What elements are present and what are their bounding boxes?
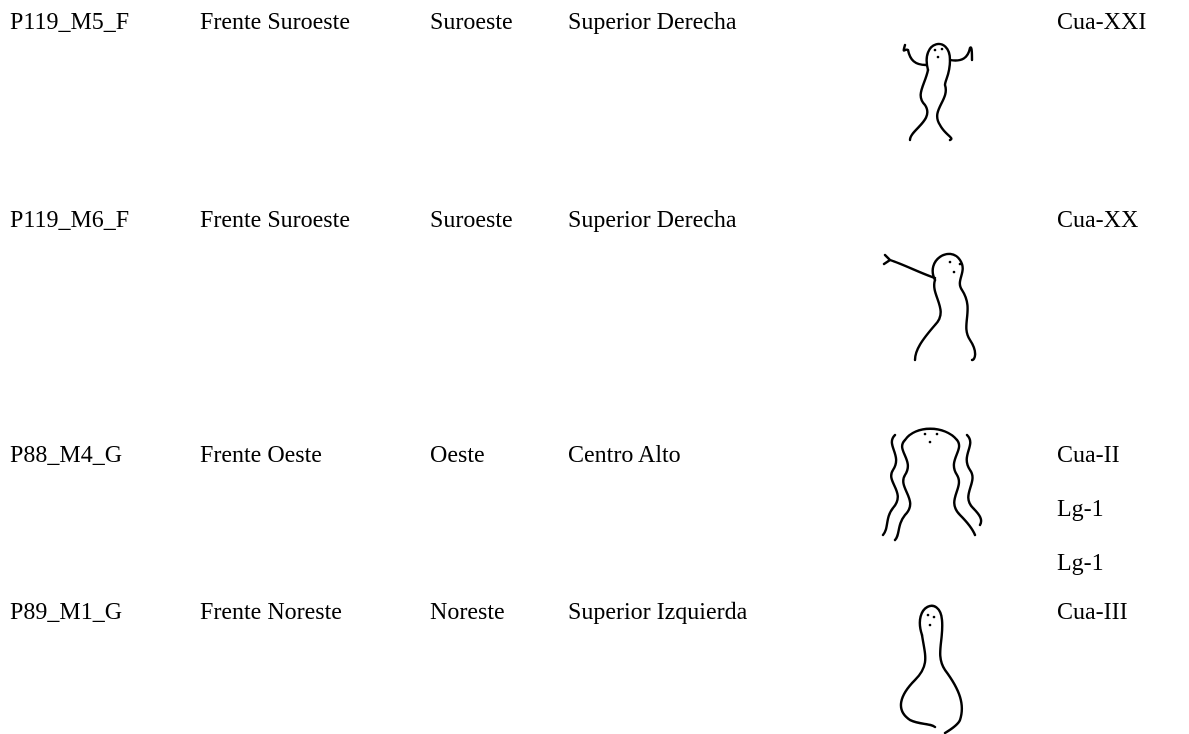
row-id: P89_M1_G: [10, 599, 123, 625]
face-label: Frente Suroeste: [200, 9, 350, 35]
face-label: Frente Suroeste: [200, 207, 350, 233]
position-label: Superior Izquierda: [568, 599, 748, 625]
code-label: Cua-XXI: [1057, 9, 1147, 35]
position-label: Superior Derecha: [568, 207, 737, 233]
row-id: P119_M6_F: [10, 207, 130, 233]
orientation-label: Oeste: [430, 442, 485, 468]
position-label: Centro Alto: [568, 442, 681, 468]
figure-drawing: [881, 427, 983, 542]
code-label: Cua-XX: [1057, 207, 1139, 233]
position-label: Superior Derecha: [568, 9, 737, 35]
figure-drawing: [902, 42, 974, 142]
code-label: Lg-1: [1057, 496, 1104, 522]
row-id: P88_M4_G: [10, 442, 123, 468]
figure-drawing: [899, 604, 964, 734]
code-label: Cua-II: [1057, 442, 1120, 468]
figure-drawing: [882, 252, 977, 362]
face-label: Frente Noreste: [200, 599, 342, 625]
orientation-label: Suroeste: [430, 9, 513, 35]
row-id: P119_M5_F: [10, 9, 130, 35]
orientation-label: Suroeste: [430, 207, 513, 233]
orientation-label: Noreste: [430, 599, 505, 625]
code-label: Cua-III: [1057, 599, 1128, 625]
face-label: Frente Oeste: [200, 442, 322, 468]
code-label: Lg-1: [1057, 550, 1104, 576]
